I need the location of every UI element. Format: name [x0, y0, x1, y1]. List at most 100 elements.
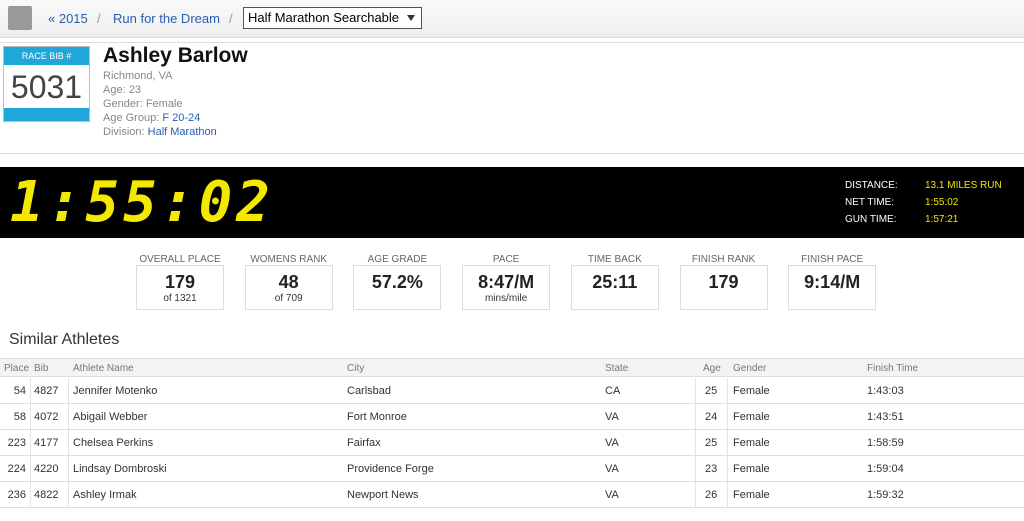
- column-divider: [30, 378, 31, 508]
- stat-box: 57.2%: [353, 265, 442, 310]
- column-divider: [695, 378, 696, 508]
- athlete-detail: Age: 23: [103, 84, 141, 96]
- stat-value: 57.2%: [371, 272, 423, 292]
- stat-label: OVERALL PLACE: [139, 254, 221, 265]
- table-cell: Fort Monroe: [347, 411, 407, 423]
- bib-card: RACE BIB # 5031: [3, 46, 90, 122]
- race-select[interactable]: Half Marathon Searchable: [243, 7, 422, 29]
- column-header: Bib: [34, 363, 49, 374]
- table-cell: 26: [705, 489, 718, 501]
- table-cell: Female: [733, 463, 770, 475]
- detail-label: Division:: [103, 126, 145, 138]
- table-cell: 23: [705, 463, 718, 475]
- stat-box: 179 of 1321: [136, 265, 224, 310]
- stat-value: 179: [708, 272, 739, 292]
- table-cell: VA: [605, 463, 619, 475]
- top-bar: [0, 0, 1024, 38]
- clock-value: 1:55:02: [925, 197, 959, 208]
- table-row: [0, 456, 1024, 482]
- table-cell: 1:59:32: [867, 489, 904, 501]
- table-cell: 24: [705, 411, 718, 423]
- table-cell: 25: [705, 385, 718, 397]
- table-row: [0, 430, 1024, 456]
- stat-label: WOMENS RANK: [250, 254, 328, 265]
- separator: /: [229, 11, 233, 26]
- stat-label: FINISH PACE: [801, 254, 864, 265]
- detail-value[interactable]: Half Marathon: [147, 126, 217, 138]
- table-cell: 1:59:04: [867, 463, 904, 475]
- athlete-link[interactable]: Abigail Webber: [73, 411, 148, 423]
- athlete-link[interactable]: Chelsea Perkins: [73, 437, 154, 449]
- stat-box: 8:47/M mins/mile: [462, 265, 551, 310]
- table-cell: 1:58:59: [867, 437, 904, 449]
- year-link[interactable]: « 2015: [48, 11, 88, 26]
- stat-sub: of 709: [274, 293, 303, 304]
- table-row: [0, 482, 1024, 508]
- detail-value: Female: [145, 98, 183, 110]
- table-cell: VA: [605, 437, 619, 449]
- column-header: Gender: [733, 363, 767, 374]
- athlete-panel: [0, 42, 1024, 154]
- bib-label: RACE BIB #: [4, 47, 89, 65]
- stat-box: 48 of 709: [244, 265, 333, 310]
- table-cell: Female: [733, 437, 770, 449]
- column-header: State: [605, 363, 629, 374]
- column-divider: [727, 378, 728, 508]
- stat-label: AGE GRADE: [367, 254, 428, 265]
- table-cell: Female: [733, 489, 770, 501]
- table-cell: 1:43:03: [867, 385, 904, 397]
- stat-sub: of 1321: [163, 293, 197, 304]
- athlete-link[interactable]: Lindsay Dombroski: [73, 463, 167, 475]
- event-link[interactable]: Run for the Dream: [113, 11, 220, 26]
- table-cell: 224: [7, 463, 26, 475]
- table-cell: 4827: [34, 385, 59, 397]
- table-row: [0, 404, 1024, 430]
- detail-label: Gender:: [103, 98, 143, 110]
- stat-box: 179: [679, 265, 768, 310]
- table-cell: VA: [605, 411, 619, 423]
- separator: /: [97, 11, 101, 26]
- clock-label: GUN TIME:: [845, 214, 897, 225]
- stat-box: 9:14/M: [788, 265, 877, 310]
- stat-box: 25:11: [570, 265, 659, 310]
- clock-label: NET TIME:: [845, 197, 895, 208]
- athlete-link[interactable]: Jennifer Motenko: [73, 385, 158, 397]
- table-row: [0, 378, 1024, 404]
- table-cell: Female: [733, 411, 770, 423]
- table-cell: 25: [705, 437, 718, 449]
- stat-value: 9:14/M: [804, 272, 861, 292]
- athlete-detail: Division: Half Marathon: [103, 126, 217, 138]
- table-cell: 1:43:51: [867, 411, 904, 423]
- table-cell: CA: [605, 385, 621, 397]
- clock-value: 1:57:21: [925, 214, 959, 225]
- table-cell: 4072: [34, 411, 59, 423]
- stat-value: 179: [164, 272, 196, 292]
- stat-label: TIME BACK: [587, 254, 642, 265]
- table-cell: VA: [605, 489, 619, 501]
- clock-value: 13.1 MILES RUN: [925, 180, 1002, 191]
- stat-value: 8:47/M: [478, 272, 535, 292]
- stat-value: 25:11: [592, 272, 638, 292]
- clock-time: 1:55:02: [10, 170, 275, 235]
- table-cell: 4220: [34, 463, 59, 475]
- bib-footer: [4, 108, 89, 121]
- stat-sub: mins/mile: [484, 293, 528, 304]
- table-cell: Female: [733, 385, 770, 397]
- column-header: Finish Time: [867, 363, 919, 374]
- table-cell: Newport News: [347, 489, 419, 501]
- athlete-link[interactable]: Ashley Irmak: [73, 489, 137, 501]
- column-divider: [68, 378, 69, 508]
- athlete-detail: Age Group: F 20-24: [103, 112, 200, 124]
- athlete-detail: Gender: Female: [103, 98, 183, 110]
- detail-value[interactable]: F 20-24: [162, 112, 201, 124]
- runner-icon[interactable]: [8, 6, 32, 30]
- table-cell: Fairfax: [347, 437, 381, 449]
- athlete-location: Richmond, VA: [103, 70, 173, 82]
- table-cell: Carlsbad: [347, 385, 392, 397]
- column-header: Place: [4, 363, 30, 374]
- bib-number: 5031: [10, 69, 83, 105]
- table-cell: 58: [13, 411, 26, 423]
- table-cell: 236: [7, 489, 26, 501]
